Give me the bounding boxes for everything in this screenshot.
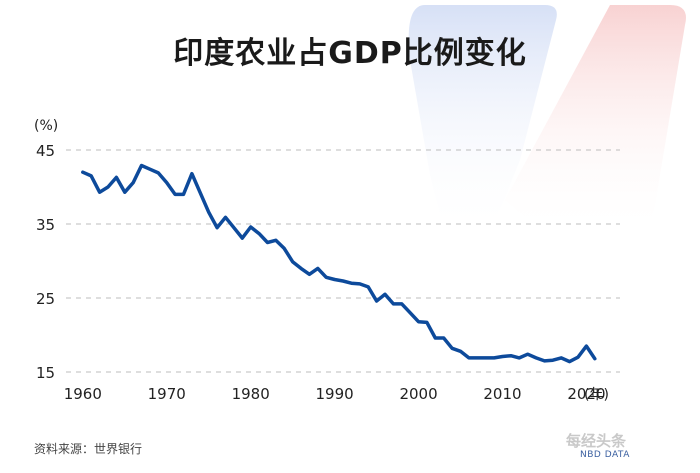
x-tick-label: 1970 xyxy=(148,385,186,403)
series-line-0 xyxy=(81,163,597,364)
y-tick-label: 25 xyxy=(36,290,55,308)
y-tick-labels: 45 35 25 15 xyxy=(36,142,55,382)
chart-title: 印度农业占GDP比例变化 xyxy=(173,36,527,71)
y-axis-unit-label: (%) xyxy=(34,118,58,134)
x-tick-label: 1990 xyxy=(316,385,354,403)
source-note: 资料来源：世界银行 xyxy=(34,442,143,456)
x-tick-label: 2010 xyxy=(483,385,521,403)
x-axis-unit-label: (年) xyxy=(584,387,609,403)
x-tick-label: 1960 xyxy=(64,385,102,403)
y-tick-label: 35 xyxy=(36,216,55,234)
grid-lines xyxy=(66,149,620,373)
y-tick-label: 15 xyxy=(36,364,55,382)
watermark-subtitle: NBD DATA xyxy=(580,450,630,460)
x-tick-labels: 1960 1970 1980 1990 2000 2010 2020 xyxy=(64,385,606,403)
series-group xyxy=(81,163,597,364)
x-tick-label: 1980 xyxy=(232,385,270,403)
y-tick-label: 45 xyxy=(36,142,55,160)
watermark-brand: 每经头条 xyxy=(566,432,627,450)
x-tick-label: 2020 xyxy=(567,385,605,403)
x-tick-label: 2000 xyxy=(399,385,437,403)
